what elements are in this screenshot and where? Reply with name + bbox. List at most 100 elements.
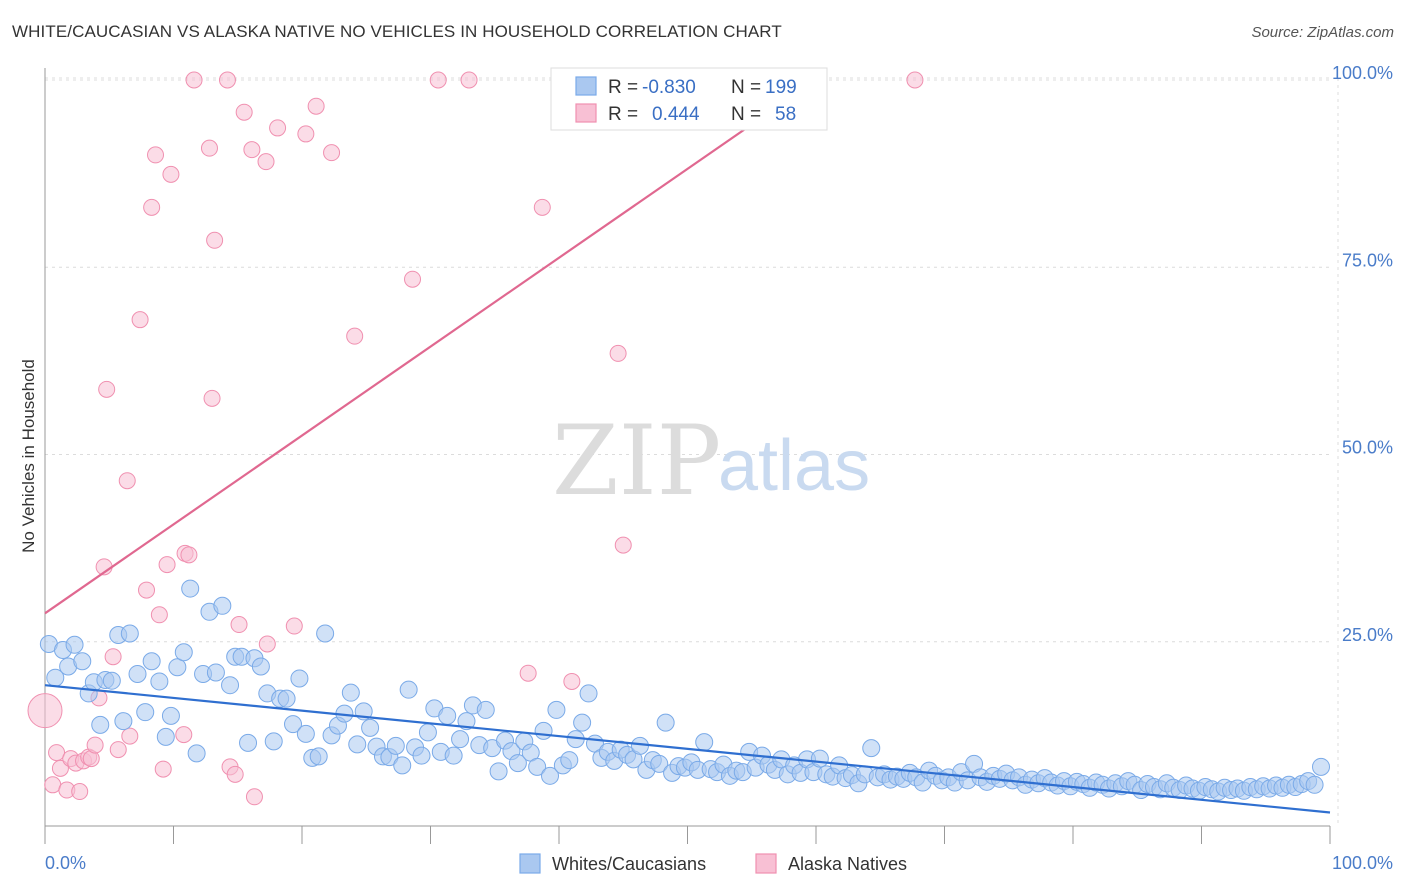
point-alaska-natives-43: [269, 119, 287, 137]
point-alaska-natives-54: [563, 672, 581, 690]
bottom-legend-swatch-pink: [755, 853, 777, 874]
point-alaska-natives-32: [203, 389, 221, 407]
point-whites-caucasians-27: [213, 596, 232, 615]
point-alaska-natives-47: [323, 144, 341, 162]
point-whites-caucasians-21: [174, 643, 193, 662]
x-tick-label-1: 100.0%: [1332, 853, 1393, 873]
point-alaska-natives-1: [44, 776, 62, 794]
point-whites-caucasians-76: [528, 757, 547, 776]
point-alaska-natives-42: [258, 635, 276, 653]
point-whites-caucasians-35: [264, 732, 283, 751]
legend-swatch-blue: [575, 76, 597, 96]
point-alaska-natives-3: [51, 759, 69, 777]
y-tick-label-3: 100.0%: [1332, 63, 1393, 83]
point-whites-caucasians-19: [161, 706, 180, 725]
legend-n-label-2: N =: [731, 104, 761, 125]
point-alaska-natives-50: [429, 71, 447, 89]
point-whites-caucasians-65: [457, 712, 476, 731]
point-whites-caucasians-23: [187, 744, 206, 763]
point-whites-caucasians-77: [534, 721, 553, 740]
point-whites-caucasians-54: [386, 736, 405, 755]
point-whites-caucasians-128: [862, 739, 881, 758]
point-alaska-natives-37: [230, 616, 248, 634]
point-alaska-natives-39: [243, 141, 261, 159]
legend-r-value-2: 0.444: [652, 104, 700, 125]
point-whites-caucasians-14: [128, 664, 147, 683]
point-alaska-natives-52: [519, 664, 537, 682]
point-whites-caucasians-59: [418, 723, 437, 742]
point-whites-caucasians-81: [560, 751, 579, 770]
point-whites-caucasians-47: [341, 683, 360, 702]
point-whites-caucasians-198: [1312, 757, 1331, 776]
point-alaska-natives-25: [158, 556, 176, 574]
point-whites-caucasians-8: [91, 715, 110, 734]
point-alaska-natives-29: [180, 546, 198, 564]
series-alaska-natives: [27, 71, 924, 806]
point-alaska-natives-24: [154, 760, 172, 778]
legend-r-value-1: -0.830: [642, 77, 696, 98]
point-alaska-natives-38: [235, 103, 253, 121]
point-whites-caucasians-31: [239, 733, 258, 752]
watermark-zip: ZIP: [552, 405, 721, 517]
point-alaska-natives-31: [200, 139, 218, 157]
point-alaska-natives-0: [27, 693, 63, 729]
point-whites-caucasians-39: [290, 669, 309, 688]
point-alaska-natives-7: [71, 783, 89, 801]
point-whites-caucasians-42: [309, 747, 328, 766]
bottom-legend-swatch-blue: [519, 853, 541, 874]
point-whites-caucasians-40: [296, 724, 315, 743]
point-alaska-natives-57: [906, 71, 924, 89]
point-alaska-natives-36: [226, 765, 244, 783]
bottom-legend-label-pink: Alaska Natives: [788, 854, 907, 874]
point-whites-caucasians-95: [650, 754, 669, 773]
point-alaska-natives-2: [48, 744, 66, 762]
legend-n-value-1: 199: [765, 77, 797, 98]
point-alaska-natives-33: [206, 231, 224, 249]
point-whites-caucasians-17: [150, 672, 169, 691]
point-alaska-natives-19: [131, 311, 149, 329]
point-whites-caucasians-96: [656, 713, 675, 732]
point-alaska-natives-34: [218, 71, 236, 89]
y-tick-label-0: 25.0%: [1342, 625, 1393, 645]
point-whites-caucasians-64: [451, 730, 470, 749]
point-whites-caucasians-16: [142, 652, 161, 671]
point-alaska-natives-14: [98, 380, 116, 398]
point-whites-caucasians-55: [393, 756, 412, 775]
point-alaska-natives-20: [138, 581, 156, 599]
point-alaska-natives-16: [109, 741, 127, 759]
stats-legend: R = -0.830 N = 199 R = 0.444 N = 58: [550, 67, 828, 131]
point-alaska-natives-15: [104, 648, 122, 666]
point-whites-caucasians-33: [251, 657, 270, 676]
grid-lines: [45, 77, 1339, 826]
bottom-legend-label-blue: Whites/Caucasians: [552, 854, 706, 874]
point-whites-caucasians-38: [284, 715, 303, 734]
trend-lines: [44, 79, 1331, 814]
watermark-atlas: atlas: [718, 426, 870, 506]
trend-line-alaska-natives: [44, 79, 817, 615]
point-alaska-natives-40: [245, 788, 263, 806]
point-whites-caucasians-20: [168, 658, 187, 677]
point-alaska-natives-45: [297, 125, 315, 143]
point-whites-caucasians-13: [120, 624, 139, 643]
source-label: Source: ZipAtlas.com: [1251, 24, 1394, 41]
point-whites-caucasians-10: [102, 671, 121, 690]
point-whites-caucasians-12: [114, 712, 133, 731]
point-whites-caucasians-18: [156, 727, 175, 746]
point-whites-caucasians-5: [73, 652, 92, 671]
point-alaska-natives-17: [118, 472, 136, 490]
legend-r-label-1: R =: [608, 77, 638, 98]
point-alaska-natives-22: [147, 146, 165, 164]
point-alaska-natives-23: [150, 606, 168, 624]
point-whites-caucasians-26: [206, 663, 225, 682]
series-legend: Whites/Caucasians Alaska Natives: [519, 853, 907, 874]
point-whites-caucasians-84: [579, 684, 598, 703]
point-whites-caucasians-120: [810, 749, 829, 768]
point-alaska-natives-21: [143, 198, 161, 216]
point-alaska-natives-55: [609, 344, 627, 362]
legend-swatch-pink: [575, 103, 597, 123]
x-tick-label-0: 0.0%: [45, 853, 86, 873]
point-alaska-natives-44: [285, 617, 303, 635]
point-whites-caucasians-37: [277, 689, 296, 708]
point-alaska-natives-51: [460, 71, 478, 89]
